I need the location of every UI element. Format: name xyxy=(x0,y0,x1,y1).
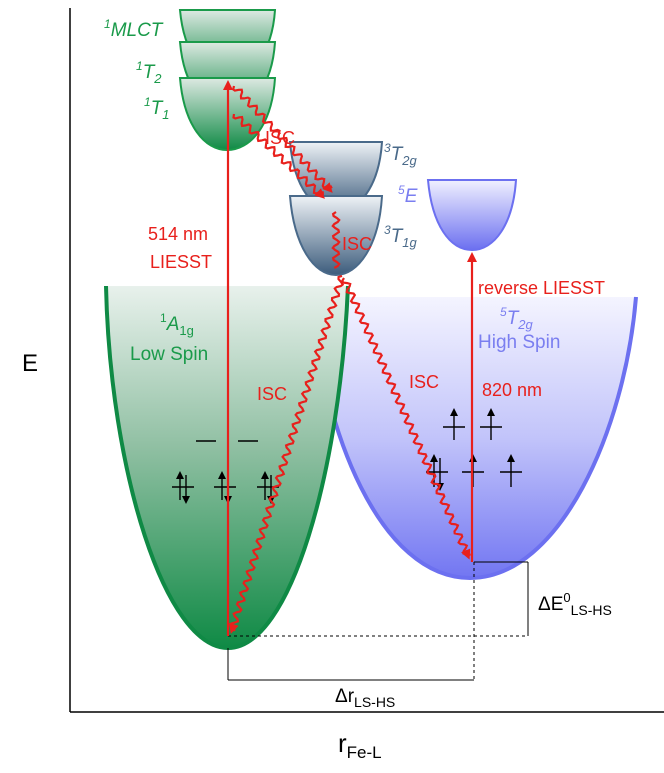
t1g-triplet-label: 3T1g xyxy=(384,223,418,250)
delta-e-label: ΔE0LS-HS xyxy=(538,590,612,618)
isc-wavy-t1-to-t2g xyxy=(232,113,324,196)
liesst-label: LIESST xyxy=(150,252,212,272)
isc-label-middle: ISC xyxy=(342,234,372,254)
mlct-label: 1MLCT xyxy=(104,17,164,41)
y-axis-label: E xyxy=(22,350,38,377)
isc-arrowhead-5 xyxy=(461,548,471,560)
high-spin-well xyxy=(312,297,636,578)
isc-wavy-t2g-to-t1g xyxy=(331,211,341,269)
isc-wavy-mlct-to-t2g xyxy=(231,85,333,189)
e-quintet-well xyxy=(426,179,518,252)
delta-r-label: ΔrLS-HS xyxy=(335,686,395,710)
reverse-liesst-label: reverse LIESST xyxy=(478,278,605,298)
a1g-label: 1A1g xyxy=(160,311,194,338)
isc-arrowhead-4 xyxy=(229,622,239,634)
wavelength-514-label: 514 nm xyxy=(148,224,208,244)
isc-label-upper: ISC xyxy=(265,128,295,148)
e-quintet-label: 5E xyxy=(398,183,418,207)
isc-arrowhead-1 xyxy=(322,182,333,193)
isc-arrowhead-2 xyxy=(314,188,325,199)
high-spin-label: High Spin xyxy=(478,332,560,353)
transition-arrows xyxy=(223,80,477,636)
t2-label: 1T2 xyxy=(136,59,162,86)
t2g-quintet-label: 5T2g xyxy=(500,305,534,332)
low-spin-label: Low Spin xyxy=(130,344,208,365)
isc-label-right: ISC xyxy=(409,372,439,392)
x-axis-label: rFe-L xyxy=(338,728,382,762)
isc-label-left: ISC xyxy=(257,384,287,404)
wavelength-820-label: 820 nm xyxy=(482,380,542,400)
t1g-triplet-well xyxy=(288,195,384,277)
isc-wavy-t1g-to-hs xyxy=(340,277,471,556)
t1-label: 1T1 xyxy=(144,95,170,122)
isc-wavy-t1g-to-ls xyxy=(229,274,345,632)
t2g-triplet-label: 3T2g xyxy=(384,141,418,168)
